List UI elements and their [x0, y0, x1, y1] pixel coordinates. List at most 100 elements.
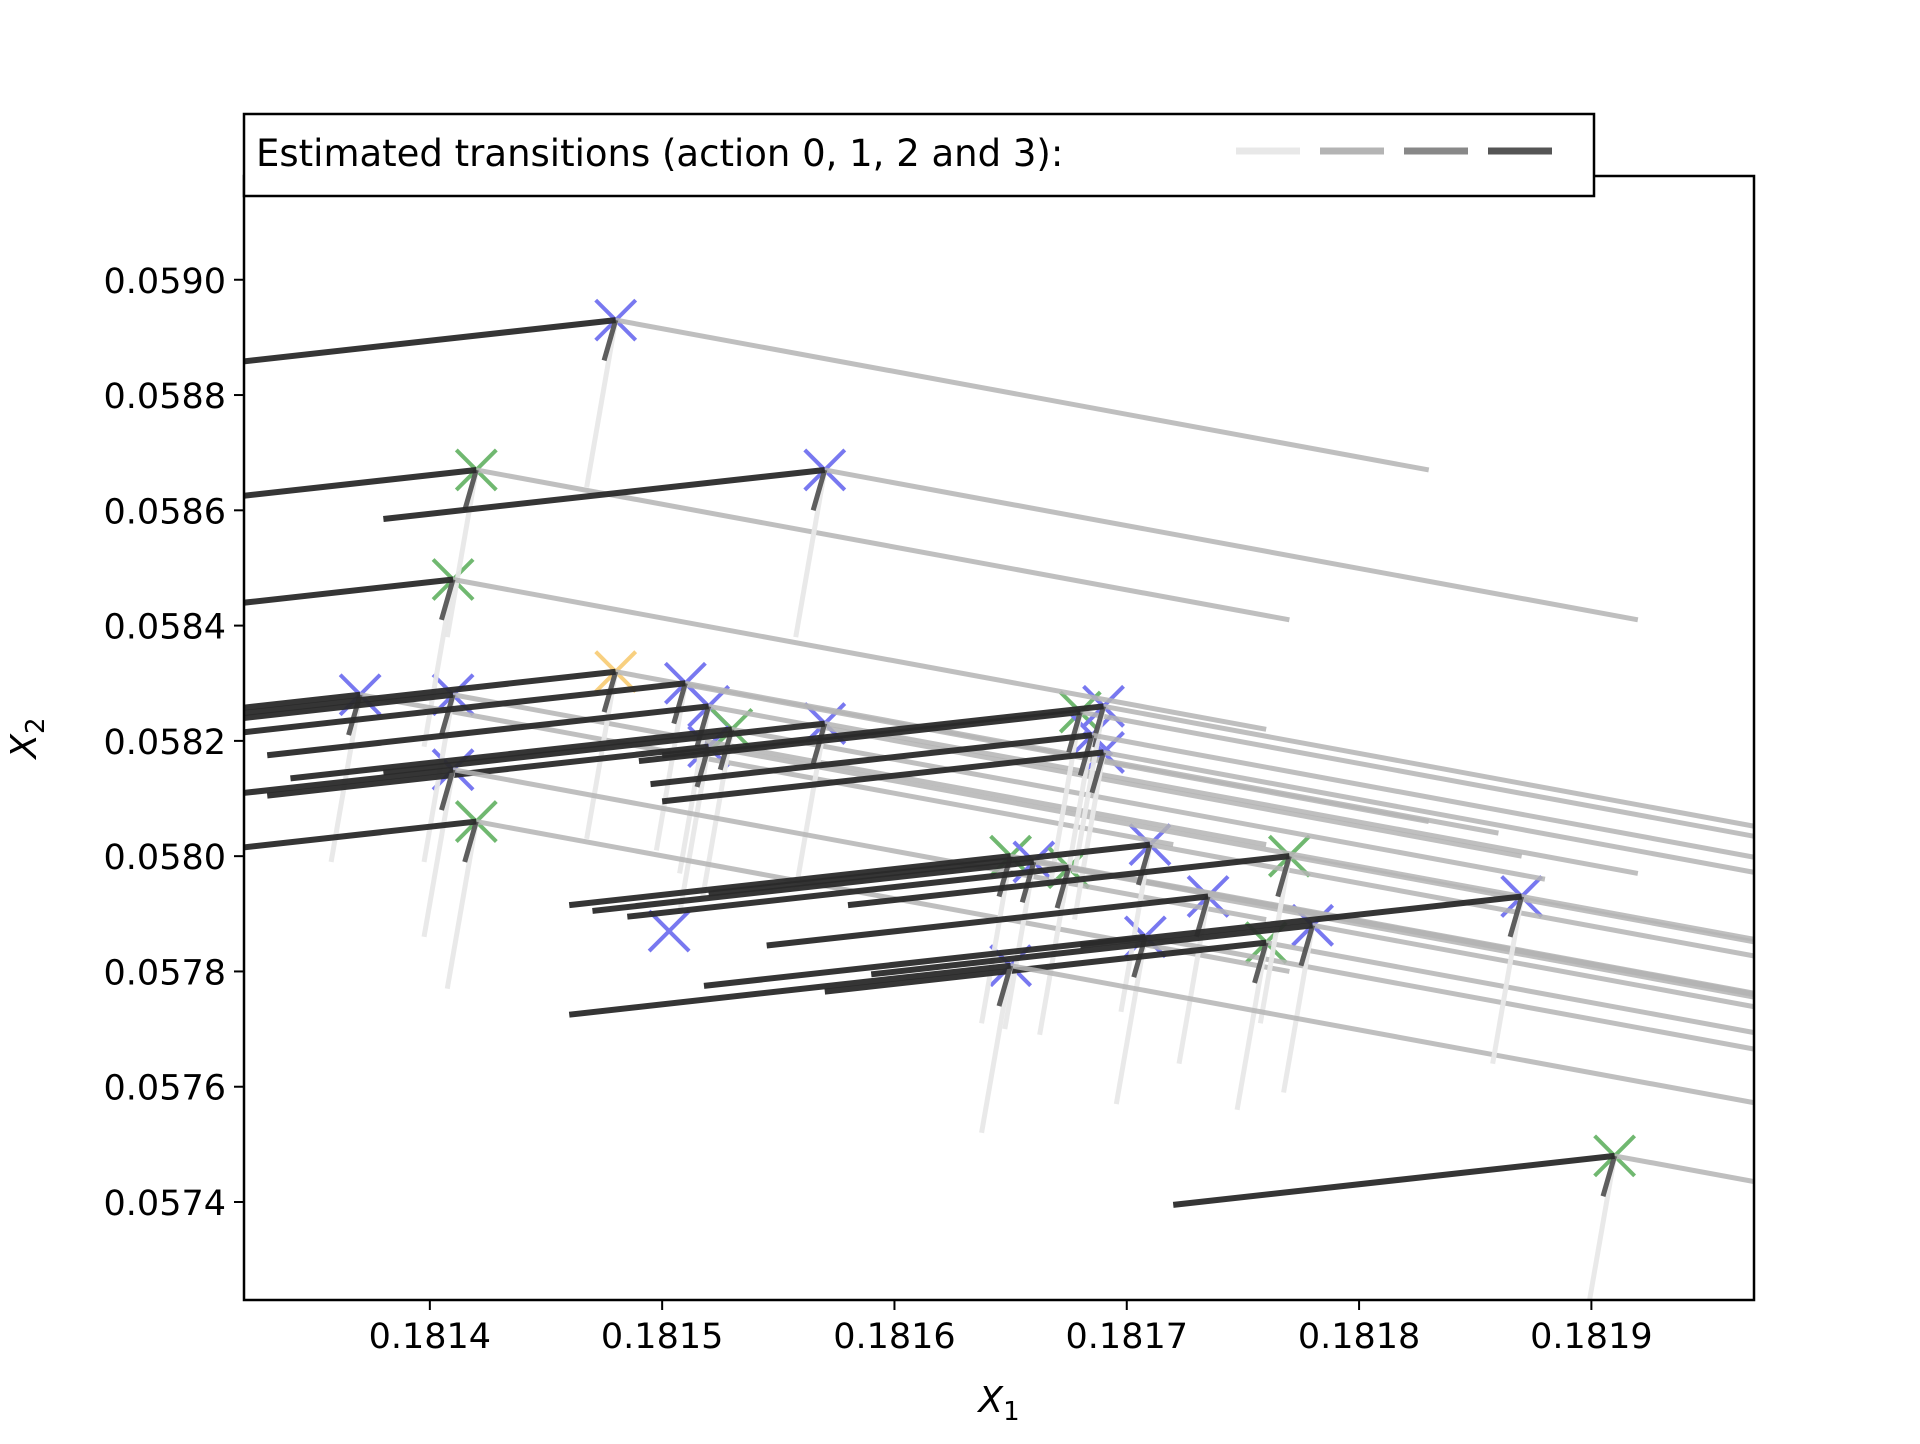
transition-line-action-2 — [1298, 924, 1316, 967]
transition-line-action-2 — [462, 820, 479, 863]
transition-line-action-3 — [847, 853, 1290, 909]
transition-line-action-0 — [1002, 861, 1037, 1030]
transition-line-action-0 — [584, 319, 619, 488]
transition-line-action-3 — [638, 709, 1081, 765]
x-tick-label: 0.1819 — [1530, 1317, 1652, 1357]
transition-line-action-3 — [244, 466, 477, 499]
y-axis-label-main: X — [4, 733, 45, 761]
transition-line-action-3 — [1079, 893, 1523, 949]
transition-line-action-1 — [1312, 922, 1754, 1010]
legend-label: Estimated transitions (action 0, 1, 2 an… — [256, 132, 1063, 175]
transition-line-action-0 — [1281, 924, 1316, 1093]
transition-line-action-2 — [439, 578, 456, 621]
transition-line-action-0 — [444, 821, 479, 990]
transition-line-action-2 — [1252, 941, 1269, 984]
transition-line-action-3 — [703, 933, 1146, 989]
y-tick-label: 0.0582 — [104, 723, 226, 763]
x-tick-label: 0.1814 — [369, 1317, 491, 1357]
transition-line-action-1 — [731, 726, 1546, 882]
transition-line-action-2 — [601, 319, 619, 362]
x-axis-label: X1 — [976, 1380, 1019, 1427]
transition-line-action-0 — [677, 746, 712, 915]
transition-line-action-1 — [1079, 709, 1754, 839]
transition-line-action-3 — [266, 743, 709, 799]
state-marker-stroke — [647, 909, 691, 953]
transition-line-action-0 — [1176, 896, 1211, 1065]
transition-line-action-0 — [1113, 936, 1148, 1105]
y-tick-label: 0.0588 — [104, 377, 226, 417]
y-axis-label-subscript: 2 — [21, 717, 51, 734]
y-tick-label: 0.0586 — [104, 492, 226, 532]
plot-area — [244, 298, 1754, 1300]
x-axis-label-main: X — [976, 1380, 1004, 1421]
transition-line-action-1 — [1207, 894, 1754, 1000]
transition-line-action-1 — [452, 577, 1267, 732]
transition-line-action-3 — [383, 466, 826, 522]
x-tick-label: 0.1817 — [1066, 1317, 1188, 1357]
transition-line-action-1 — [1265, 940, 1754, 1036]
transition-line-action-0 — [979, 855, 1014, 1024]
transition-line-action-2 — [1135, 843, 1153, 886]
transition-line-action-2 — [996, 964, 1014, 1007]
transition-line-action-2 — [1507, 895, 1525, 938]
transition-line-action-0 — [1234, 942, 1269, 1111]
transition-line-action-1 — [1103, 703, 1754, 829]
transition-line-action-2 — [1066, 711, 1083, 754]
x-axis: 0.1814 0.1815 0.1816 0.1817 0.1818 0.1819 — [369, 1300, 1653, 1357]
transition-line-action-2 — [671, 682, 688, 725]
transition-line-action-2 — [1275, 855, 1292, 898]
transition-line-action-3 — [568, 853, 1011, 909]
transition-line-action-1 — [1614, 1153, 1754, 1185]
transition-line-action-3 — [661, 749, 1104, 805]
transition-line-action-3 — [244, 317, 617, 365]
transition-line-action-1 — [1103, 749, 1754, 875]
transition-line-action-1 — [708, 703, 1523, 859]
transition-line-action-2 — [439, 694, 456, 736]
transition-line-action-3 — [266, 703, 709, 759]
transition-line-action-1 — [824, 467, 1639, 623]
transition-line-action-0 — [1490, 896, 1525, 1065]
transition-line-action-3 — [244, 691, 361, 711]
transition-line-action-3 — [766, 893, 1209, 949]
transition-line-action-1 — [1068, 865, 1754, 997]
transition-line-action-2 — [1600, 1155, 1618, 1197]
transition-line-action-0 — [1257, 855, 1292, 1024]
transition-line-action-3 — [1172, 1152, 1615, 1208]
x-tick-label: 0.1815 — [601, 1317, 723, 1357]
transition-line-action-2 — [462, 469, 479, 512]
y-axis: 0.0574 0.0576 0.0578 0.0580 0.0582 0.0584 0.05… — [104, 262, 244, 1224]
transition-line-action-3 — [383, 720, 826, 776]
y-tick-label: 0.0576 — [104, 1069, 226, 1109]
transition-line-action-1 — [452, 767, 1267, 923]
transition-line-action-3 — [626, 864, 1070, 920]
y-tick-label: 0.0584 — [104, 608, 226, 648]
transition-line-action-3 — [244, 766, 454, 796]
transition-line-action-0 — [421, 579, 456, 748]
transition-line-action-1 — [1521, 894, 1754, 942]
transition-line-action-0 — [444, 469, 479, 638]
transition-line-action-3 — [244, 680, 686, 736]
x-axis-label-subscript: 1 — [1003, 1397, 1020, 1427]
transition-line-action-3 — [568, 962, 1011, 1018]
y-tick-label: 0.0580 — [104, 838, 226, 878]
transition-line-action-1 — [615, 317, 1430, 473]
y-axis-label: X2 — [4, 717, 51, 760]
transition-line-action-3 — [824, 939, 1267, 995]
transition-line-action-0 — [584, 671, 619, 840]
transition-line-action-2 — [1089, 705, 1106, 748]
transition-line-action-2 — [810, 469, 828, 512]
transition-line-action-0 — [793, 723, 828, 892]
transition-line-action-3 — [650, 732, 1093, 788]
x-tick-label: 0.1816 — [833, 1317, 955, 1357]
transition-line-action-1 — [1010, 963, 1754, 1106]
y-tick-label: 0.0574 — [104, 1184, 226, 1224]
transition-line-action-1 — [684, 680, 1499, 836]
transition-line-action-2 — [1089, 751, 1106, 794]
transition-line-action-3 — [244, 668, 617, 716]
transition-line-action-3 — [592, 858, 1035, 914]
x-tick-label: 0.1818 — [1298, 1317, 1420, 1357]
transition-line-action-1 — [1144, 934, 1754, 1052]
transition-line-action-3 — [244, 576, 454, 606]
y-tick-label: 0.0590 — [104, 262, 226, 302]
